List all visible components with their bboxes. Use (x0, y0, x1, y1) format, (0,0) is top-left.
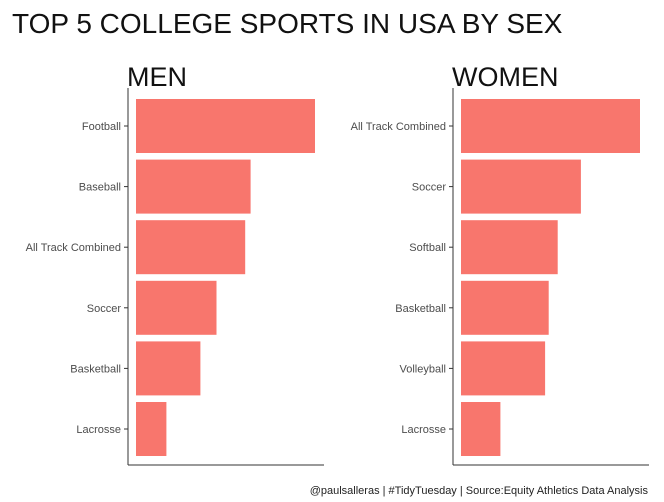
bar (136, 220, 246, 275)
y-tick-label: Softball (409, 242, 446, 254)
bar (136, 159, 251, 214)
bar (461, 220, 558, 275)
bar (461, 159, 581, 214)
bar (136, 280, 217, 335)
y-tick-label: Baseball (79, 182, 121, 194)
chart-caption: @paulsalleras | #TidyTuesday | Source:Eq… (310, 485, 649, 497)
y-tick-label: Lacrosse (401, 424, 446, 436)
y-tick-label: Soccer (87, 303, 122, 315)
bar (461, 341, 546, 396)
bar (136, 341, 201, 396)
bar (461, 99, 640, 153)
bar (461, 402, 501, 456)
bar (136, 402, 167, 456)
y-tick-label: Basketball (70, 363, 121, 375)
y-tick-label: All Track Combined (26, 242, 121, 254)
y-tick-label: Football (82, 121, 121, 133)
panel-women: WOMEN All Track Combined Soccer Softball Bas… (351, 62, 649, 466)
bar (136, 99, 315, 153)
chart-title: TOP 5 COLLEGE SPORTS IN USA BY SEX (12, 8, 563, 39)
chart-panels: MEN Football Baseball All Track Combined Soc… (26, 62, 649, 466)
y-tick-label: Basketball (395, 303, 446, 315)
y-tick-label: Volleyball (400, 363, 446, 375)
y-tick-label: All Track Combined (351, 121, 446, 133)
panel-title-men: MEN (127, 62, 187, 92)
panel-title-women: WOMEN (452, 62, 558, 92)
panel-men: MEN Football Baseball All Track Combined Soc… (26, 62, 324, 466)
bar (461, 280, 549, 335)
y-tick-label: Soccer (412, 182, 447, 194)
y-tick-label: Lacrosse (76, 424, 121, 436)
